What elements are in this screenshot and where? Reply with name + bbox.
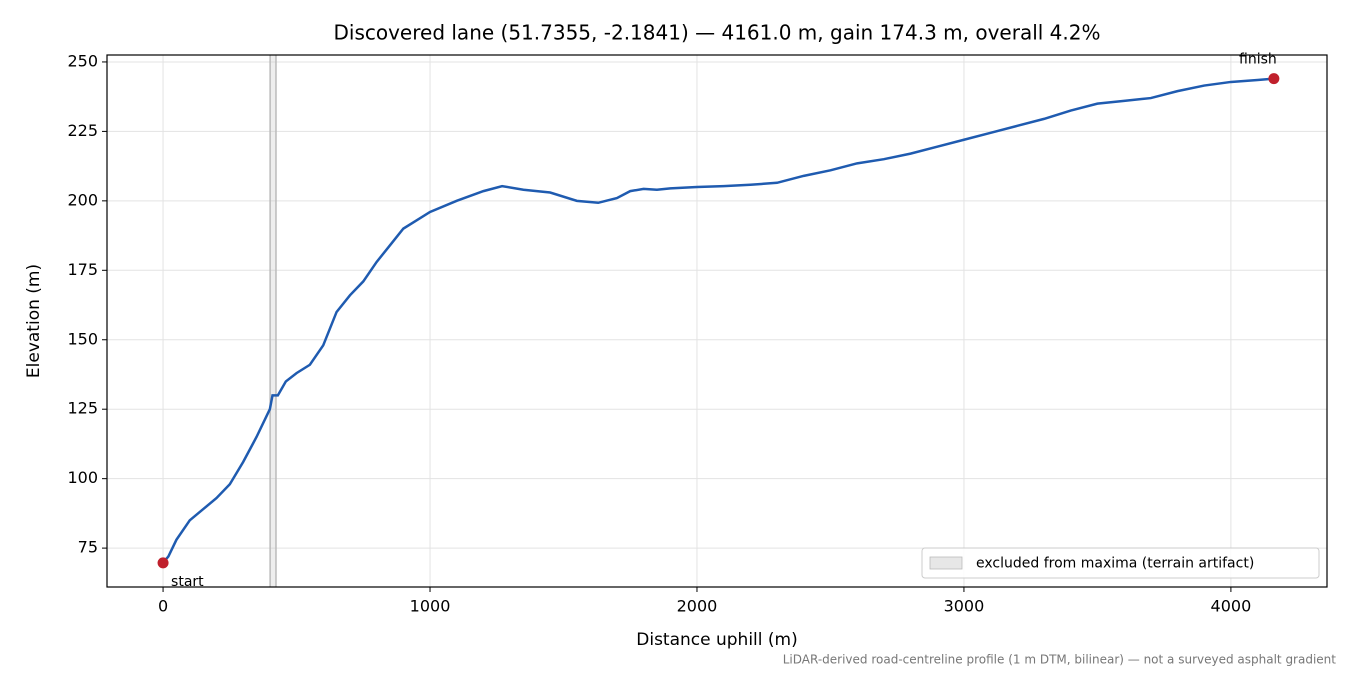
x-tick-label: 4000	[1211, 597, 1252, 616]
y-tick-label: 225	[67, 121, 98, 140]
y-axis-label: Elevation (m)	[24, 264, 44, 378]
marker-label: finish	[1239, 52, 1277, 68]
endpoint-marker	[1268, 73, 1280, 85]
y-tick-label: 200	[67, 190, 98, 209]
y-tick-label: 75	[78, 538, 98, 557]
y-tick-label: 100	[67, 468, 98, 487]
legend-label: excluded from maxima (terrain artifact)	[976, 556, 1254, 572]
legend-box	[921, 547, 1320, 579]
x-tick-label: 2000	[677, 597, 718, 616]
marker-label: start	[171, 574, 204, 590]
x-axis-label: Distance uphill (m)	[636, 630, 797, 650]
y-tick-label: 125	[67, 399, 98, 418]
y-tick-label: 150	[67, 329, 98, 348]
plot-frame	[106, 54, 1328, 588]
x-tick-label: 1000	[410, 597, 451, 616]
endpoint-marker	[157, 557, 169, 569]
excluded-band	[270, 55, 276, 587]
y-tick-label: 250	[67, 51, 98, 70]
x-tick-label: 3000	[944, 597, 985, 616]
x-tick-label: 0	[158, 597, 168, 616]
y-tick-label: 175	[67, 260, 98, 279]
chart-title: Discovered lane (51.7355, -2.1841) — 416…	[333, 21, 1100, 45]
legend-swatch	[929, 556, 963, 570]
elevation-line	[162, 77, 1274, 564]
footnote: LiDAR-derived road-centreline profile (1…	[783, 653, 1337, 667]
